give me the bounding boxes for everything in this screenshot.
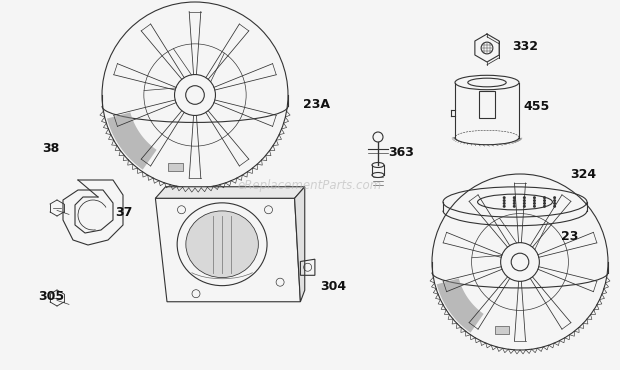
Circle shape xyxy=(513,205,516,208)
Circle shape xyxy=(513,199,516,202)
Circle shape xyxy=(523,199,526,202)
Circle shape xyxy=(533,199,536,202)
Bar xyxy=(168,163,183,171)
Circle shape xyxy=(553,205,556,208)
Circle shape xyxy=(503,205,506,208)
Text: 363: 363 xyxy=(388,145,414,158)
Circle shape xyxy=(523,202,526,205)
Circle shape xyxy=(533,196,536,199)
Circle shape xyxy=(533,202,536,205)
Ellipse shape xyxy=(186,211,259,278)
Polygon shape xyxy=(294,187,305,302)
Text: 304: 304 xyxy=(320,280,346,293)
Polygon shape xyxy=(436,278,484,333)
Text: 324: 324 xyxy=(570,168,596,182)
Circle shape xyxy=(543,205,546,208)
Circle shape xyxy=(553,196,556,199)
Text: 332: 332 xyxy=(512,40,538,54)
Circle shape xyxy=(533,205,536,208)
Circle shape xyxy=(543,196,546,199)
Circle shape xyxy=(513,202,516,205)
Polygon shape xyxy=(156,187,305,198)
Polygon shape xyxy=(107,112,157,170)
Text: 37: 37 xyxy=(115,205,133,219)
Circle shape xyxy=(523,196,526,199)
Text: 23A: 23A xyxy=(303,98,330,111)
Circle shape xyxy=(513,196,516,199)
Text: 23: 23 xyxy=(561,231,578,243)
Text: 38: 38 xyxy=(42,142,60,155)
Bar xyxy=(479,91,495,118)
Circle shape xyxy=(543,199,546,202)
Bar xyxy=(495,326,509,333)
Circle shape xyxy=(543,202,546,205)
Circle shape xyxy=(553,199,556,202)
Circle shape xyxy=(503,199,506,202)
Text: 305: 305 xyxy=(38,290,64,303)
Circle shape xyxy=(503,196,506,199)
Circle shape xyxy=(523,205,526,208)
Circle shape xyxy=(553,202,556,205)
Text: 455: 455 xyxy=(523,101,549,114)
Circle shape xyxy=(503,202,506,205)
Text: eReplacementParts.com: eReplacementParts.com xyxy=(238,178,382,192)
